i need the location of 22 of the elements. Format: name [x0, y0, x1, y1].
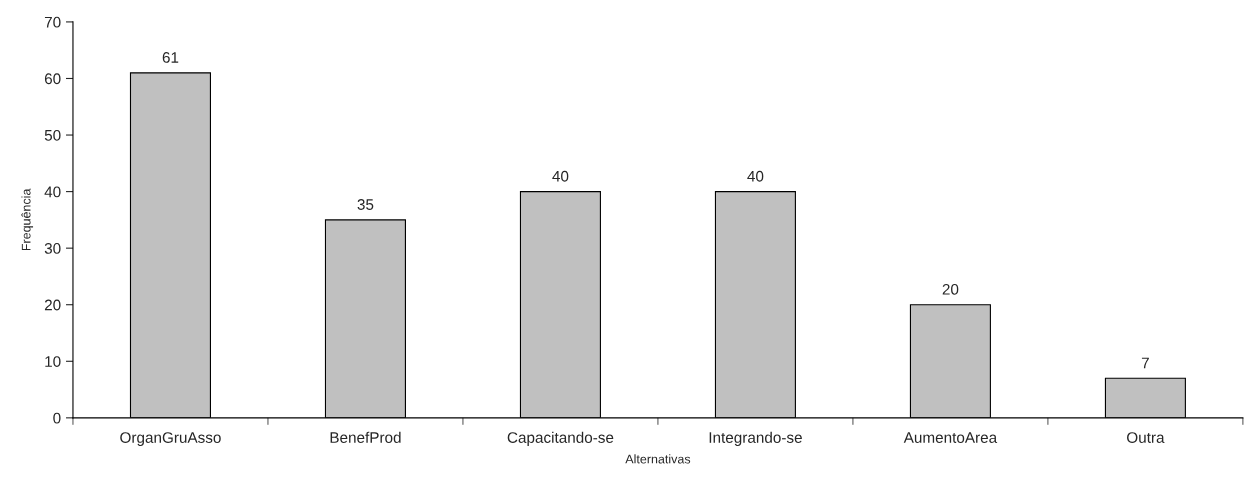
y-tick-label: 60 [44, 73, 61, 85]
y-tick-label: 20 [44, 299, 61, 311]
x-axis-title: Alternativas [625, 454, 691, 464]
y-tick-label: 40 [44, 186, 61, 198]
x-tick-label: AumentoArea [903, 432, 998, 443]
y-tick-label: 10 [45, 356, 61, 367]
x-tick-label: BenefProd [330, 431, 401, 443]
data-label: 7 [1141, 357, 1149, 369]
y-tick-label: 0 [53, 412, 61, 424]
x-tick-label: OrganGruAsso [120, 432, 221, 446]
y-tick-label: 30 [44, 243, 61, 254]
data-label: 40 [552, 170, 569, 182]
y-tick-label: 70 [44, 16, 61, 28]
data-label: 40 [747, 170, 764, 182]
y-axis-title: Frequência [21, 188, 34, 251]
data-label: 20 [942, 283, 959, 295]
data-label: 61 [162, 52, 179, 63]
y-tick-label: 50 [44, 129, 61, 141]
x-tick-label: Capacitando-se [507, 431, 614, 446]
x-tick-label: Integrando-se [709, 431, 802, 446]
x-tick-label: Outra [1127, 432, 1165, 443]
data-label: 35 [357, 199, 374, 210]
